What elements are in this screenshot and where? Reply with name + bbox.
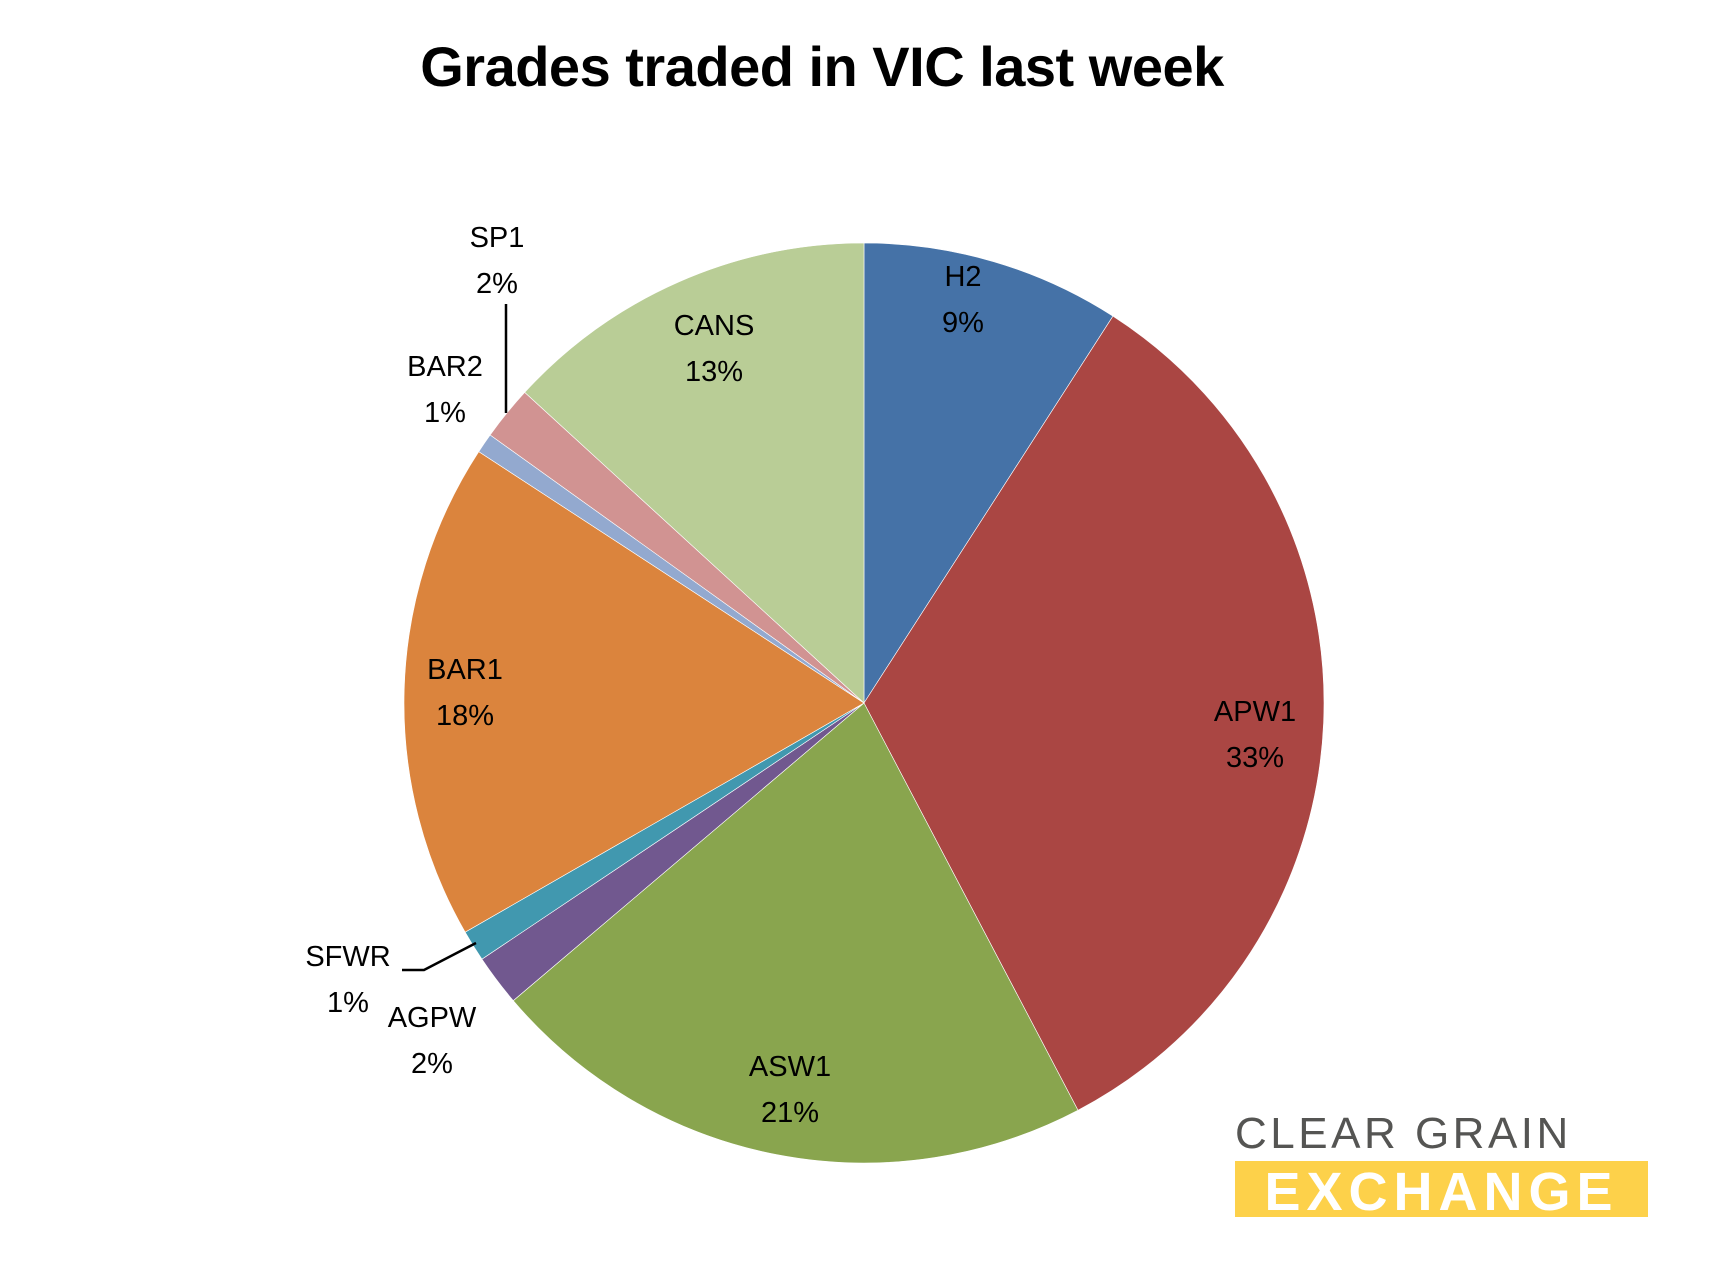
data-label-agpw: AGPW 2% [388,995,477,1087]
data-label-cans: CANS 13% [674,303,755,395]
data-label-percent: 18% [435,700,495,732]
clear-grain-exchange-logo: CLEAR GRAIN EXCHANGE [1235,1112,1648,1217]
data-label-bar1: BAR1 18% [427,647,503,739]
data-label-category: CANS [673,310,755,342]
pie-slice-asw1 [512,702,1079,1164]
data-label-category: BAR2 [407,351,483,383]
logo-line2: EXCHANGE [1235,1161,1648,1217]
data-label-category: SFWR [305,941,391,973]
data-label-category: H2 [944,261,982,293]
data-label-category: SP1 [469,222,525,254]
pie-slice-h2 [863,242,1114,705]
pie-slice-bar1 [403,451,865,933]
data-label-percent: 9% [942,307,984,339]
data-label-bar2: BAR2 1% [407,344,483,436]
data-label-percent: 33% [1225,742,1285,774]
data-label-category: ASW1 [748,1051,832,1083]
data-label-sfwr: SFWR 1% [305,934,390,1026]
data-label-percent: 2% [411,1048,453,1080]
data-label-category: BAR1 [427,654,503,686]
pie-slice-apw1 [863,315,1325,1111]
data-label-percent: 13% [684,356,744,388]
data-label-sp1: SP1 2% [470,215,525,307]
leader-line-sfwr [402,941,477,972]
data-label-category: APW1 [1213,696,1297,728]
data-label-category: AGPW [387,1002,477,1034]
data-label-percent: 1% [327,987,369,1019]
logo-line1: CLEAR GRAIN [1235,1109,1572,1158]
data-label-percent: 1% [424,397,466,429]
data-label-percent: 2% [476,268,518,300]
data-label-apw1: APW1 33% [1214,689,1296,781]
pie-slice-cans [524,242,865,704]
data-label-asw1: ASW1 21% [749,1044,831,1136]
chart-title: Grades traded in VIC last week [420,35,1224,98]
data-label-percent: 21% [760,1097,820,1129]
data-label-h2: H2 9% [942,254,984,346]
